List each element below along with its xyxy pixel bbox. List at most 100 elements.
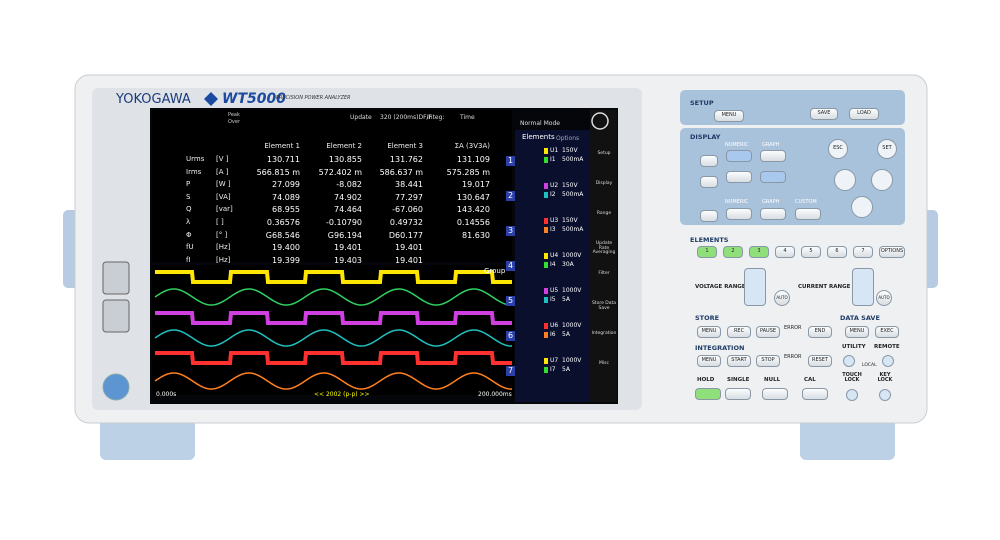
element-label: U6 [544, 323, 558, 329]
button[interactable] [756, 355, 780, 367]
element-label: U5 [544, 288, 558, 294]
range-button[interactable] [852, 268, 874, 306]
button[interactable] [723, 246, 743, 258]
panel-label: NUMERIC [725, 142, 749, 148]
button[interactable] [760, 150, 786, 162]
button[interactable] [827, 246, 847, 258]
range-button[interactable] [744, 268, 766, 306]
button[interactable] [726, 171, 752, 183]
button[interactable] [749, 246, 769, 258]
button[interactable] [875, 326, 899, 338]
waveform-label: Group [484, 267, 506, 275]
button[interactable] [700, 210, 718, 222]
button-label: START [731, 357, 747, 363]
panel-label: SETUP [690, 99, 714, 107]
button[interactable] [775, 246, 795, 258]
panel-label: UTILITY [842, 344, 866, 350]
button[interactable] [697, 355, 721, 367]
element-range: 1000V [562, 252, 582, 259]
round-button[interactable] [877, 139, 897, 159]
element-label: U2 [544, 183, 558, 189]
button[interactable] [801, 246, 821, 258]
waveform [154, 372, 513, 390]
table-value: 19.401 [395, 243, 423, 253]
arrow-button[interactable] [871, 169, 893, 191]
panel-label: VOLTAGE RANGE [695, 284, 746, 290]
element-range: 5A [562, 296, 570, 303]
row-label: fU [186, 243, 194, 252]
button[interactable] [726, 208, 752, 220]
panel-label: ELEMENTS [690, 236, 729, 244]
button[interactable] [802, 388, 828, 400]
panel-label: KEY LOCK [877, 372, 893, 383]
button[interactable] [700, 176, 718, 188]
row-unit: [Hz] [216, 243, 231, 252]
waveform-label: << 2002 (p-p) >> [314, 391, 370, 398]
button-label: MENU [849, 328, 865, 334]
menu-column [590, 110, 617, 402]
menu-item: Range [596, 211, 612, 216]
table-value: 77.297 [395, 192, 423, 202]
status-label: Over [228, 119, 241, 125]
button-label: SAVE [817, 110, 831, 116]
menu-item: Display [595, 181, 613, 186]
round-button[interactable] [828, 139, 848, 159]
power-button[interactable] [102, 373, 130, 401]
button[interactable] [762, 388, 788, 400]
button-label: LOAD [857, 110, 871, 116]
element-label: I4 [544, 262, 556, 268]
row-label: λ [186, 218, 191, 226]
button[interactable] [853, 246, 873, 258]
round-button[interactable] [846, 389, 858, 401]
menu-item: Setup [597, 151, 611, 156]
button[interactable] [726, 150, 752, 162]
column-header: Element 1 [264, 142, 300, 150]
button[interactable] [808, 326, 832, 338]
column-header: Element 2 [326, 142, 362, 150]
table-value: 143.420 [456, 205, 490, 215]
button[interactable] [697, 326, 721, 338]
waveform [155, 270, 512, 284]
button[interactable] [810, 108, 838, 120]
button[interactable] [808, 355, 832, 367]
panel-label: HOLD [697, 377, 715, 383]
element-label: U1 [544, 148, 558, 154]
menu-item: Integration [591, 331, 617, 336]
button[interactable] [727, 326, 751, 338]
button[interactable] [760, 208, 786, 220]
button[interactable] [725, 388, 751, 400]
button[interactable] [879, 246, 905, 258]
round-button[interactable] [843, 355, 855, 367]
element-range: 150V [562, 182, 578, 189]
button[interactable] [795, 208, 821, 220]
button[interactable] [845, 326, 869, 338]
round-button[interactable] [774, 290, 790, 306]
button-label: END [814, 328, 826, 334]
button[interactable] [695, 388, 721, 400]
help-icon[interactable] [591, 112, 609, 130]
button[interactable] [849, 108, 879, 120]
arrow-button[interactable] [851, 196, 873, 218]
button[interactable] [756, 326, 780, 338]
model: WT5000 [222, 91, 286, 107]
button[interactable] [697, 246, 717, 258]
button-label: 6 [835, 248, 839, 254]
round-button[interactable] [879, 389, 891, 401]
table-value: 19.017 [462, 180, 490, 190]
button[interactable] [714, 110, 744, 122]
row-label: Irms [186, 167, 202, 176]
round-button[interactable] [876, 290, 892, 306]
row-label: fI [186, 255, 191, 264]
button[interactable] [760, 171, 786, 183]
button[interactable] [727, 355, 751, 367]
table-value: -0.10790 [326, 218, 362, 227]
row-label: Q [186, 205, 192, 214]
round-button[interactable] [882, 355, 894, 367]
row-label: Urms [186, 155, 205, 163]
row-unit: [ ] [216, 218, 224, 226]
arrow-button[interactable] [834, 169, 856, 191]
waveform [155, 311, 512, 325]
panel-label: INTEGRATION [695, 344, 745, 352]
table-value: 131.762 [389, 155, 423, 164]
button[interactable] [700, 155, 718, 167]
